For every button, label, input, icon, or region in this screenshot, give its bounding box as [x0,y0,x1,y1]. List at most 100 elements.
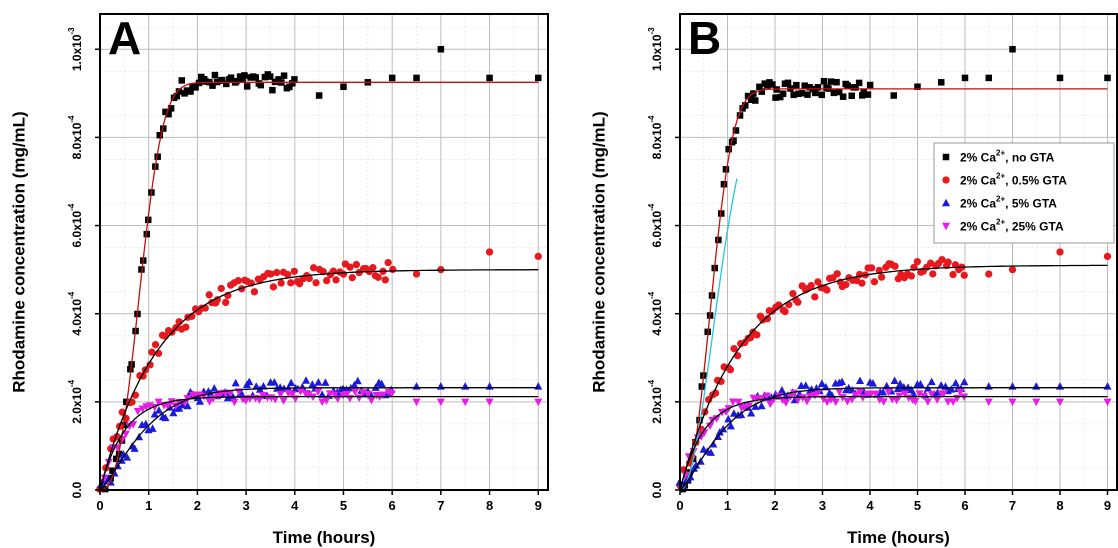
data-point-gta_5 [178,400,187,409]
x-axis: 0 1 2 3 4 5 6 7 8 9 Time (hours) [676,490,1111,547]
legend-label-gta_25: 2% Ca2+, 25% GTA [960,218,1064,234]
data-point-gta_05 [389,265,397,274]
legend-label-sup: 2+ [996,218,1005,227]
data-point-gta_05 [348,274,356,282]
y-tick-label: 4.0x10-4 [67,291,84,335]
data-point-no_gta [835,88,843,96]
data-point-gta_25 [781,399,791,407]
data-point-gta_05 [823,286,831,294]
x-axis-title: Time (hours) [847,528,950,547]
data-point-no_gta [291,76,298,83]
x-tick-label: 2 [771,498,778,513]
legend-box [933,142,1115,244]
data-point-no_gta [187,88,194,95]
data-point-gta_25 [911,397,920,406]
data-point-gta_05 [412,270,421,278]
data-point-gta_5 [161,413,170,422]
data-point-no_gta [725,145,732,153]
data-point-gta_05 [290,267,298,275]
legend-label-gta_5: 2% Ca2+, 5% GTA [960,195,1057,211]
y-tick-mantissa: 6.0x10 [70,210,84,247]
y-tick-mantissa: 8.0x10 [650,122,664,159]
data-point-gta_5 [287,378,296,387]
data-point-gta_5 [868,379,878,387]
data-point-no_gta [798,89,806,97]
x-axis-title: Time (hours) [273,528,376,547]
data-point-gta_05 [753,331,761,339]
y-tick-label: 8.0x10-4 [67,115,84,159]
fit-line-gta_05 [679,264,1108,491]
data-point-no_gta [269,86,276,94]
data-point-gta_5 [148,424,157,432]
fit-line-no_gta-initial [679,178,738,491]
data-point-no_gta [183,87,191,94]
data-point-no_gta [156,131,164,139]
data-point-gta_25 [330,391,339,400]
data-point-gta_5 [719,424,728,433]
data-point-no_gta [315,92,323,99]
data-point-no_gta [239,76,246,83]
data-point-no_gta [241,72,248,79]
data-point-gta_25 [271,395,280,404]
data-point-gta_05 [146,361,154,369]
x-tick-label: 6 [389,498,396,513]
data-point-gta_25 [681,471,690,480]
data-point-no_gta [223,80,230,88]
data-point-gta_5 [314,378,323,386]
data-point-gta_25 [1055,398,1065,407]
data-point-gta_05 [374,273,382,281]
data-point-gta_05 [938,256,946,264]
y-tick-mantissa: 0.0 [70,481,84,498]
data-point-gta_5 [350,380,359,389]
data-point-gta_05 [891,262,899,270]
data-point-no_gta [233,77,240,85]
data-point-gta_5 [724,414,733,423]
legend-label-no_gta: 2% Ca2+, no GTA [960,149,1055,165]
data-point-gta_25 [831,398,840,407]
data-point-gta_5 [169,408,178,417]
data-point-no_gta [173,92,181,100]
fit-line-gta_5 [679,387,1108,491]
y-tick-mantissa: 1.0x10 [650,34,664,71]
legend-label-sup: 2+ [996,149,1005,158]
fit-line-no_gta [99,81,539,491]
data-point-gta_25 [367,396,376,405]
x-tick-label: 3 [819,498,826,513]
data-point-no_gta [286,83,293,91]
y-tick-label: 2.0x10-4 [67,379,84,423]
data-point-gta_5 [183,401,192,410]
fit-lines [679,88,1108,491]
data-point-no_gta [804,91,811,98]
data-point-gta_5 [916,379,925,388]
data-point-no_gta [715,236,722,244]
data-point-gta_5 [890,376,899,385]
data-point-gta_5 [130,444,139,452]
data-point-gta_25 [984,398,993,407]
data-point-gta_05 [369,264,377,272]
data-point-gta_5 [150,409,159,418]
data-point-gta_05 [312,279,320,287]
data-point-gta_5 [210,384,219,392]
data-point-no_gta [486,74,493,82]
data-point-gta_05 [1103,252,1112,261]
y-tick-mantissa: 1.0x10 [70,34,84,71]
data-point-no_gta [848,92,855,100]
data-point-gta_05 [833,270,841,278]
data-point-no_gta [772,94,779,101]
data-point-gta_05 [1056,248,1064,256]
data-point-gta_05 [222,298,230,307]
data-point-gta_05 [858,279,866,287]
y-tick-label: 2.0x10-4 [647,379,664,423]
data-point-gta_05 [960,271,968,279]
data-point-gta_25 [960,393,969,402]
data-point-no_gta [752,97,759,104]
data-point-no_gta [844,82,851,89]
data-point-gta_5 [879,388,888,396]
data-point-gta_25 [915,390,924,398]
data-point-no_gta [696,416,703,424]
data-point-gta_5 [747,409,756,417]
data-point-gta_25 [744,402,753,410]
y-tick-exponent: -4 [647,115,656,123]
